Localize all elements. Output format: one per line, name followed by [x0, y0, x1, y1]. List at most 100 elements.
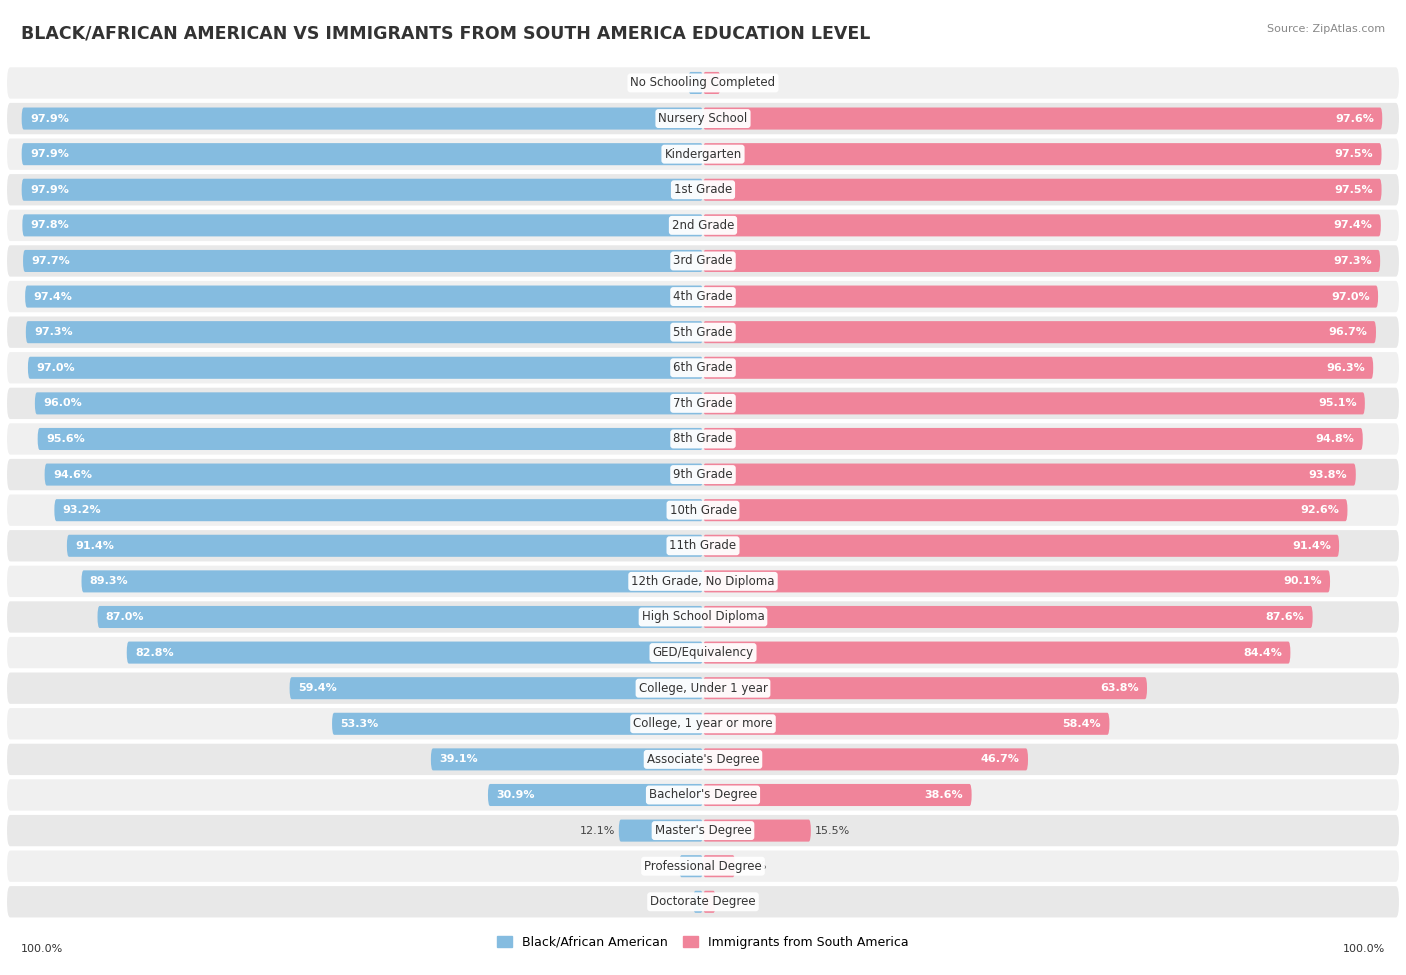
Text: 97.3%: 97.3% — [34, 328, 73, 337]
Text: 39.1%: 39.1% — [439, 755, 478, 764]
Text: 12.1%: 12.1% — [579, 826, 616, 836]
FancyBboxPatch shape — [7, 637, 1399, 668]
FancyBboxPatch shape — [703, 749, 1028, 770]
Text: 7th Grade: 7th Grade — [673, 397, 733, 410]
FancyBboxPatch shape — [97, 605, 703, 628]
FancyBboxPatch shape — [703, 855, 735, 878]
FancyBboxPatch shape — [7, 850, 1399, 881]
Text: 4th Grade: 4th Grade — [673, 291, 733, 303]
FancyBboxPatch shape — [67, 534, 703, 557]
FancyBboxPatch shape — [7, 175, 1399, 206]
Text: 97.7%: 97.7% — [31, 256, 70, 266]
Text: 97.6%: 97.6% — [1336, 113, 1374, 124]
FancyBboxPatch shape — [7, 673, 1399, 704]
Text: 97.5%: 97.5% — [1334, 184, 1374, 195]
FancyBboxPatch shape — [7, 530, 1399, 562]
Text: Nursery School: Nursery School — [658, 112, 748, 125]
Text: High School Diploma: High School Diploma — [641, 610, 765, 623]
Text: GED/Equivalency: GED/Equivalency — [652, 646, 754, 659]
Text: 63.8%: 63.8% — [1099, 683, 1139, 693]
Text: 30.9%: 30.9% — [496, 790, 534, 800]
FancyBboxPatch shape — [703, 107, 1382, 130]
FancyBboxPatch shape — [82, 570, 703, 593]
Text: 96.0%: 96.0% — [44, 399, 82, 409]
Text: College, Under 1 year: College, Under 1 year — [638, 682, 768, 694]
Text: 100.0%: 100.0% — [1343, 944, 1385, 954]
FancyBboxPatch shape — [25, 321, 703, 343]
FancyBboxPatch shape — [21, 107, 703, 130]
FancyBboxPatch shape — [7, 388, 1399, 419]
Text: 92.6%: 92.6% — [1301, 505, 1339, 515]
Text: College, 1 year or more: College, 1 year or more — [633, 718, 773, 730]
Text: 94.8%: 94.8% — [1316, 434, 1354, 444]
Text: 2.5%: 2.5% — [724, 78, 752, 88]
FancyBboxPatch shape — [7, 815, 1399, 846]
FancyBboxPatch shape — [703, 428, 1362, 450]
FancyBboxPatch shape — [703, 713, 1109, 735]
FancyBboxPatch shape — [703, 678, 1147, 699]
FancyBboxPatch shape — [703, 463, 1355, 486]
Text: 1.8%: 1.8% — [718, 897, 748, 907]
FancyBboxPatch shape — [7, 708, 1399, 739]
FancyBboxPatch shape — [7, 459, 1399, 490]
FancyBboxPatch shape — [7, 67, 1399, 98]
Text: 97.0%: 97.0% — [1331, 292, 1369, 301]
Text: 11th Grade: 11th Grade — [669, 539, 737, 552]
FancyBboxPatch shape — [55, 499, 703, 522]
Text: 87.0%: 87.0% — [105, 612, 145, 622]
Text: 93.2%: 93.2% — [63, 505, 101, 515]
FancyBboxPatch shape — [45, 463, 703, 486]
FancyBboxPatch shape — [703, 357, 1374, 379]
FancyBboxPatch shape — [703, 143, 1382, 165]
FancyBboxPatch shape — [703, 286, 1378, 307]
Text: 59.4%: 59.4% — [298, 683, 336, 693]
Text: Master's Degree: Master's Degree — [655, 824, 751, 838]
FancyBboxPatch shape — [703, 570, 1330, 593]
Text: 90.1%: 90.1% — [1284, 576, 1322, 586]
FancyBboxPatch shape — [7, 494, 1399, 526]
Text: Associate's Degree: Associate's Degree — [647, 753, 759, 766]
FancyBboxPatch shape — [127, 642, 703, 664]
Text: 100.0%: 100.0% — [21, 944, 63, 954]
Text: 91.4%: 91.4% — [1292, 541, 1330, 551]
FancyBboxPatch shape — [7, 246, 1399, 277]
Text: Professional Degree: Professional Degree — [644, 860, 762, 873]
FancyBboxPatch shape — [488, 784, 703, 806]
Text: BLACK/AFRICAN AMERICAN VS IMMIGRANTS FROM SOUTH AMERICA EDUCATION LEVEL: BLACK/AFRICAN AMERICAN VS IMMIGRANTS FRO… — [21, 24, 870, 42]
Text: 97.4%: 97.4% — [1334, 220, 1372, 230]
Text: 53.3%: 53.3% — [340, 719, 378, 728]
FancyBboxPatch shape — [7, 210, 1399, 241]
Text: 97.8%: 97.8% — [31, 220, 69, 230]
FancyBboxPatch shape — [38, 428, 703, 450]
Text: 97.9%: 97.9% — [30, 184, 69, 195]
Text: 96.3%: 96.3% — [1326, 363, 1365, 372]
FancyBboxPatch shape — [28, 357, 703, 379]
Text: 97.3%: 97.3% — [1333, 256, 1372, 266]
Text: 1.4%: 1.4% — [661, 897, 690, 907]
FancyBboxPatch shape — [332, 713, 703, 735]
Text: 2.1%: 2.1% — [657, 78, 685, 88]
FancyBboxPatch shape — [7, 103, 1399, 135]
FancyBboxPatch shape — [22, 214, 703, 236]
Text: 3rd Grade: 3rd Grade — [673, 254, 733, 267]
FancyBboxPatch shape — [703, 784, 972, 806]
FancyBboxPatch shape — [21, 143, 703, 165]
Text: 97.0%: 97.0% — [37, 363, 75, 372]
FancyBboxPatch shape — [703, 820, 811, 841]
Text: Kindergarten: Kindergarten — [665, 147, 741, 161]
FancyBboxPatch shape — [693, 891, 703, 913]
Text: 84.4%: 84.4% — [1243, 647, 1282, 657]
Text: 38.6%: 38.6% — [925, 790, 963, 800]
FancyBboxPatch shape — [7, 317, 1399, 348]
Text: 10th Grade: 10th Grade — [669, 504, 737, 517]
FancyBboxPatch shape — [290, 678, 703, 699]
Legend: Black/African American, Immigrants from South America: Black/African American, Immigrants from … — [492, 931, 914, 954]
FancyBboxPatch shape — [679, 855, 703, 878]
FancyBboxPatch shape — [703, 534, 1339, 557]
FancyBboxPatch shape — [703, 891, 716, 913]
Text: 91.4%: 91.4% — [76, 541, 114, 551]
Text: 97.5%: 97.5% — [1334, 149, 1374, 159]
Text: 97.9%: 97.9% — [30, 149, 69, 159]
Text: 8th Grade: 8th Grade — [673, 433, 733, 446]
FancyBboxPatch shape — [21, 178, 703, 201]
